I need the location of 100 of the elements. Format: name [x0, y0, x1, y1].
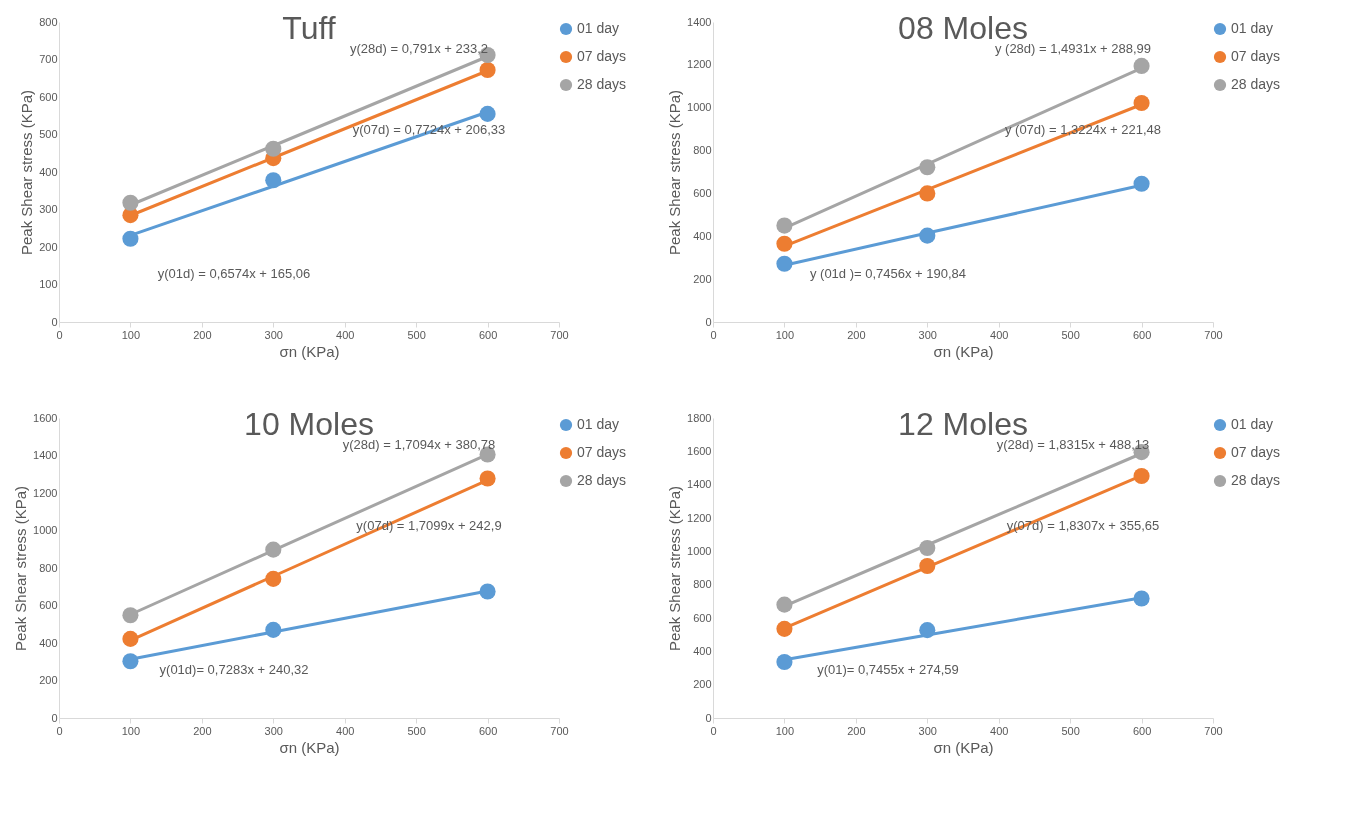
y-tick-label: 800 [39, 15, 58, 28]
y-tick-label: 200 [693, 272, 712, 285]
x-tick-label: 200 [847, 328, 866, 341]
x-tick-label: 400 [336, 724, 355, 737]
point [919, 159, 936, 176]
y-axis-title: Peak Shear stress (KPa) [12, 485, 30, 652]
x-tick-label: 200 [193, 724, 212, 737]
y-tick-label: 0 [51, 711, 58, 724]
y-tick-label: 200 [39, 240, 58, 253]
y-tick-label: 400 [39, 165, 58, 178]
x-tick-label: 300 [264, 724, 283, 737]
y-tick-label: 800 [693, 578, 712, 591]
x-tick-label: 100 [121, 328, 141, 341]
point [1133, 94, 1150, 112]
point [265, 140, 282, 157]
legend-label: 07 days [1231, 48, 1281, 64]
y-tick-label: 1200 [687, 58, 712, 71]
point [1133, 175, 1150, 192]
x-tick-label: 700 [550, 328, 569, 341]
legend-label: 28 days [577, 472, 627, 488]
y-tick-label: 500 [39, 128, 58, 140]
point [265, 570, 282, 587]
x-tick-label: 400 [990, 328, 1009, 341]
legend-label: 01 day [1231, 416, 1274, 432]
legend-label: 07 days [1231, 444, 1281, 460]
point [265, 541, 282, 558]
x-tick-label: 700 [1204, 724, 1223, 737]
point [776, 596, 793, 613]
point [122, 194, 139, 211]
point [265, 621, 282, 638]
x-tick-label: 600 [478, 328, 498, 341]
point [122, 630, 139, 647]
y-tick-label: 600 [39, 599, 58, 611]
x-tick-label: 400 [336, 328, 355, 341]
x-tick-label: 700 [1204, 328, 1223, 341]
y-tick-label: 1000 [687, 101, 712, 114]
x-tick-label: 300 [918, 328, 937, 341]
legend-label: 28 days [1231, 76, 1281, 92]
x-tick-label: 600 [478, 724, 498, 737]
y-tick-label: 1200 [33, 486, 58, 499]
x-axis-title: σn (KPa) [279, 342, 340, 360]
y-tick-label: 400 [39, 636, 58, 649]
point [122, 607, 139, 624]
annotation: y(01d) = 0,6574x + 165,06 [157, 266, 311, 281]
y-axis-title: Peak Shear stress (KPa) [18, 89, 36, 256]
y-tick-label: 400 [693, 229, 712, 242]
x-tick-label: 300 [264, 328, 283, 341]
point [776, 653, 793, 671]
x-tick-label: 500 [1061, 328, 1080, 341]
y-tick-label: 0 [51, 315, 58, 328]
y-tick-label: 1000 [687, 544, 712, 557]
y-tick-label: 800 [39, 561, 58, 574]
y-tick-label: 600 [693, 611, 712, 624]
x-tick-label: 200 [847, 724, 866, 737]
legend-label: 01 day [1231, 20, 1274, 36]
y-axis-title: Peak Shear stress (KPa) [666, 89, 684, 256]
x-tick-label: 600 [1132, 724, 1152, 737]
point [919, 557, 936, 575]
y-tick-label: 1600 [33, 411, 58, 424]
legend-label: 07 days [577, 444, 627, 460]
y-tick-label: 400 [693, 644, 712, 657]
point [919, 622, 936, 639]
x-tick-label: 500 [1061, 724, 1080, 737]
annotation: y (01d )= 0,7456x + 190,84 [809, 266, 967, 281]
x-tick-label: 500 [407, 328, 426, 341]
x-tick-label: 400 [990, 724, 1009, 737]
annotation: y(28d) = 1,8315x + 488,13 [996, 437, 1150, 452]
x-tick-label: 500 [407, 724, 426, 737]
y-tick-label: 1400 [33, 449, 58, 461]
annotation: y(28d) = 1,7094x + 380,78 [342, 437, 496, 452]
y-tick-label: 100 [39, 278, 58, 290]
y-tick-label: 600 [693, 186, 712, 199]
y-tick-label: 300 [39, 203, 58, 215]
y-tick-label: 1800 [687, 411, 712, 424]
point [776, 255, 793, 272]
x-axis-title: σn (KPa) [933, 738, 994, 756]
y-tick-label: 0 [705, 711, 712, 724]
point [479, 105, 496, 122]
y-tick-label: 800 [693, 144, 712, 157]
x-axis-title: σn (KPa) [933, 342, 994, 360]
point [1133, 57, 1150, 74]
point [479, 470, 496, 487]
legend-label: 01 day [577, 416, 620, 432]
y-tick-label: 1600 [687, 444, 712, 457]
y-tick-label: 1200 [687, 511, 712, 524]
annotation: y(28d) = 0,791x + 233,2 [349, 41, 489, 56]
y-tick-label: 700 [39, 53, 58, 65]
point [265, 172, 282, 189]
point [1133, 590, 1150, 607]
x-tick-label: 600 [1132, 328, 1152, 341]
point [776, 217, 793, 234]
y-tick-label: 200 [693, 678, 712, 691]
point [919, 185, 936, 202]
annotation: y(01d)= 0,7283x + 240,32 [159, 662, 309, 677]
point [919, 539, 936, 557]
chart-title: Tuff [282, 10, 336, 46]
point [919, 227, 936, 244]
x-tick-label: 700 [550, 724, 569, 737]
y-tick-label: 0 [705, 315, 712, 328]
legend-label: 07 days [577, 48, 627, 64]
